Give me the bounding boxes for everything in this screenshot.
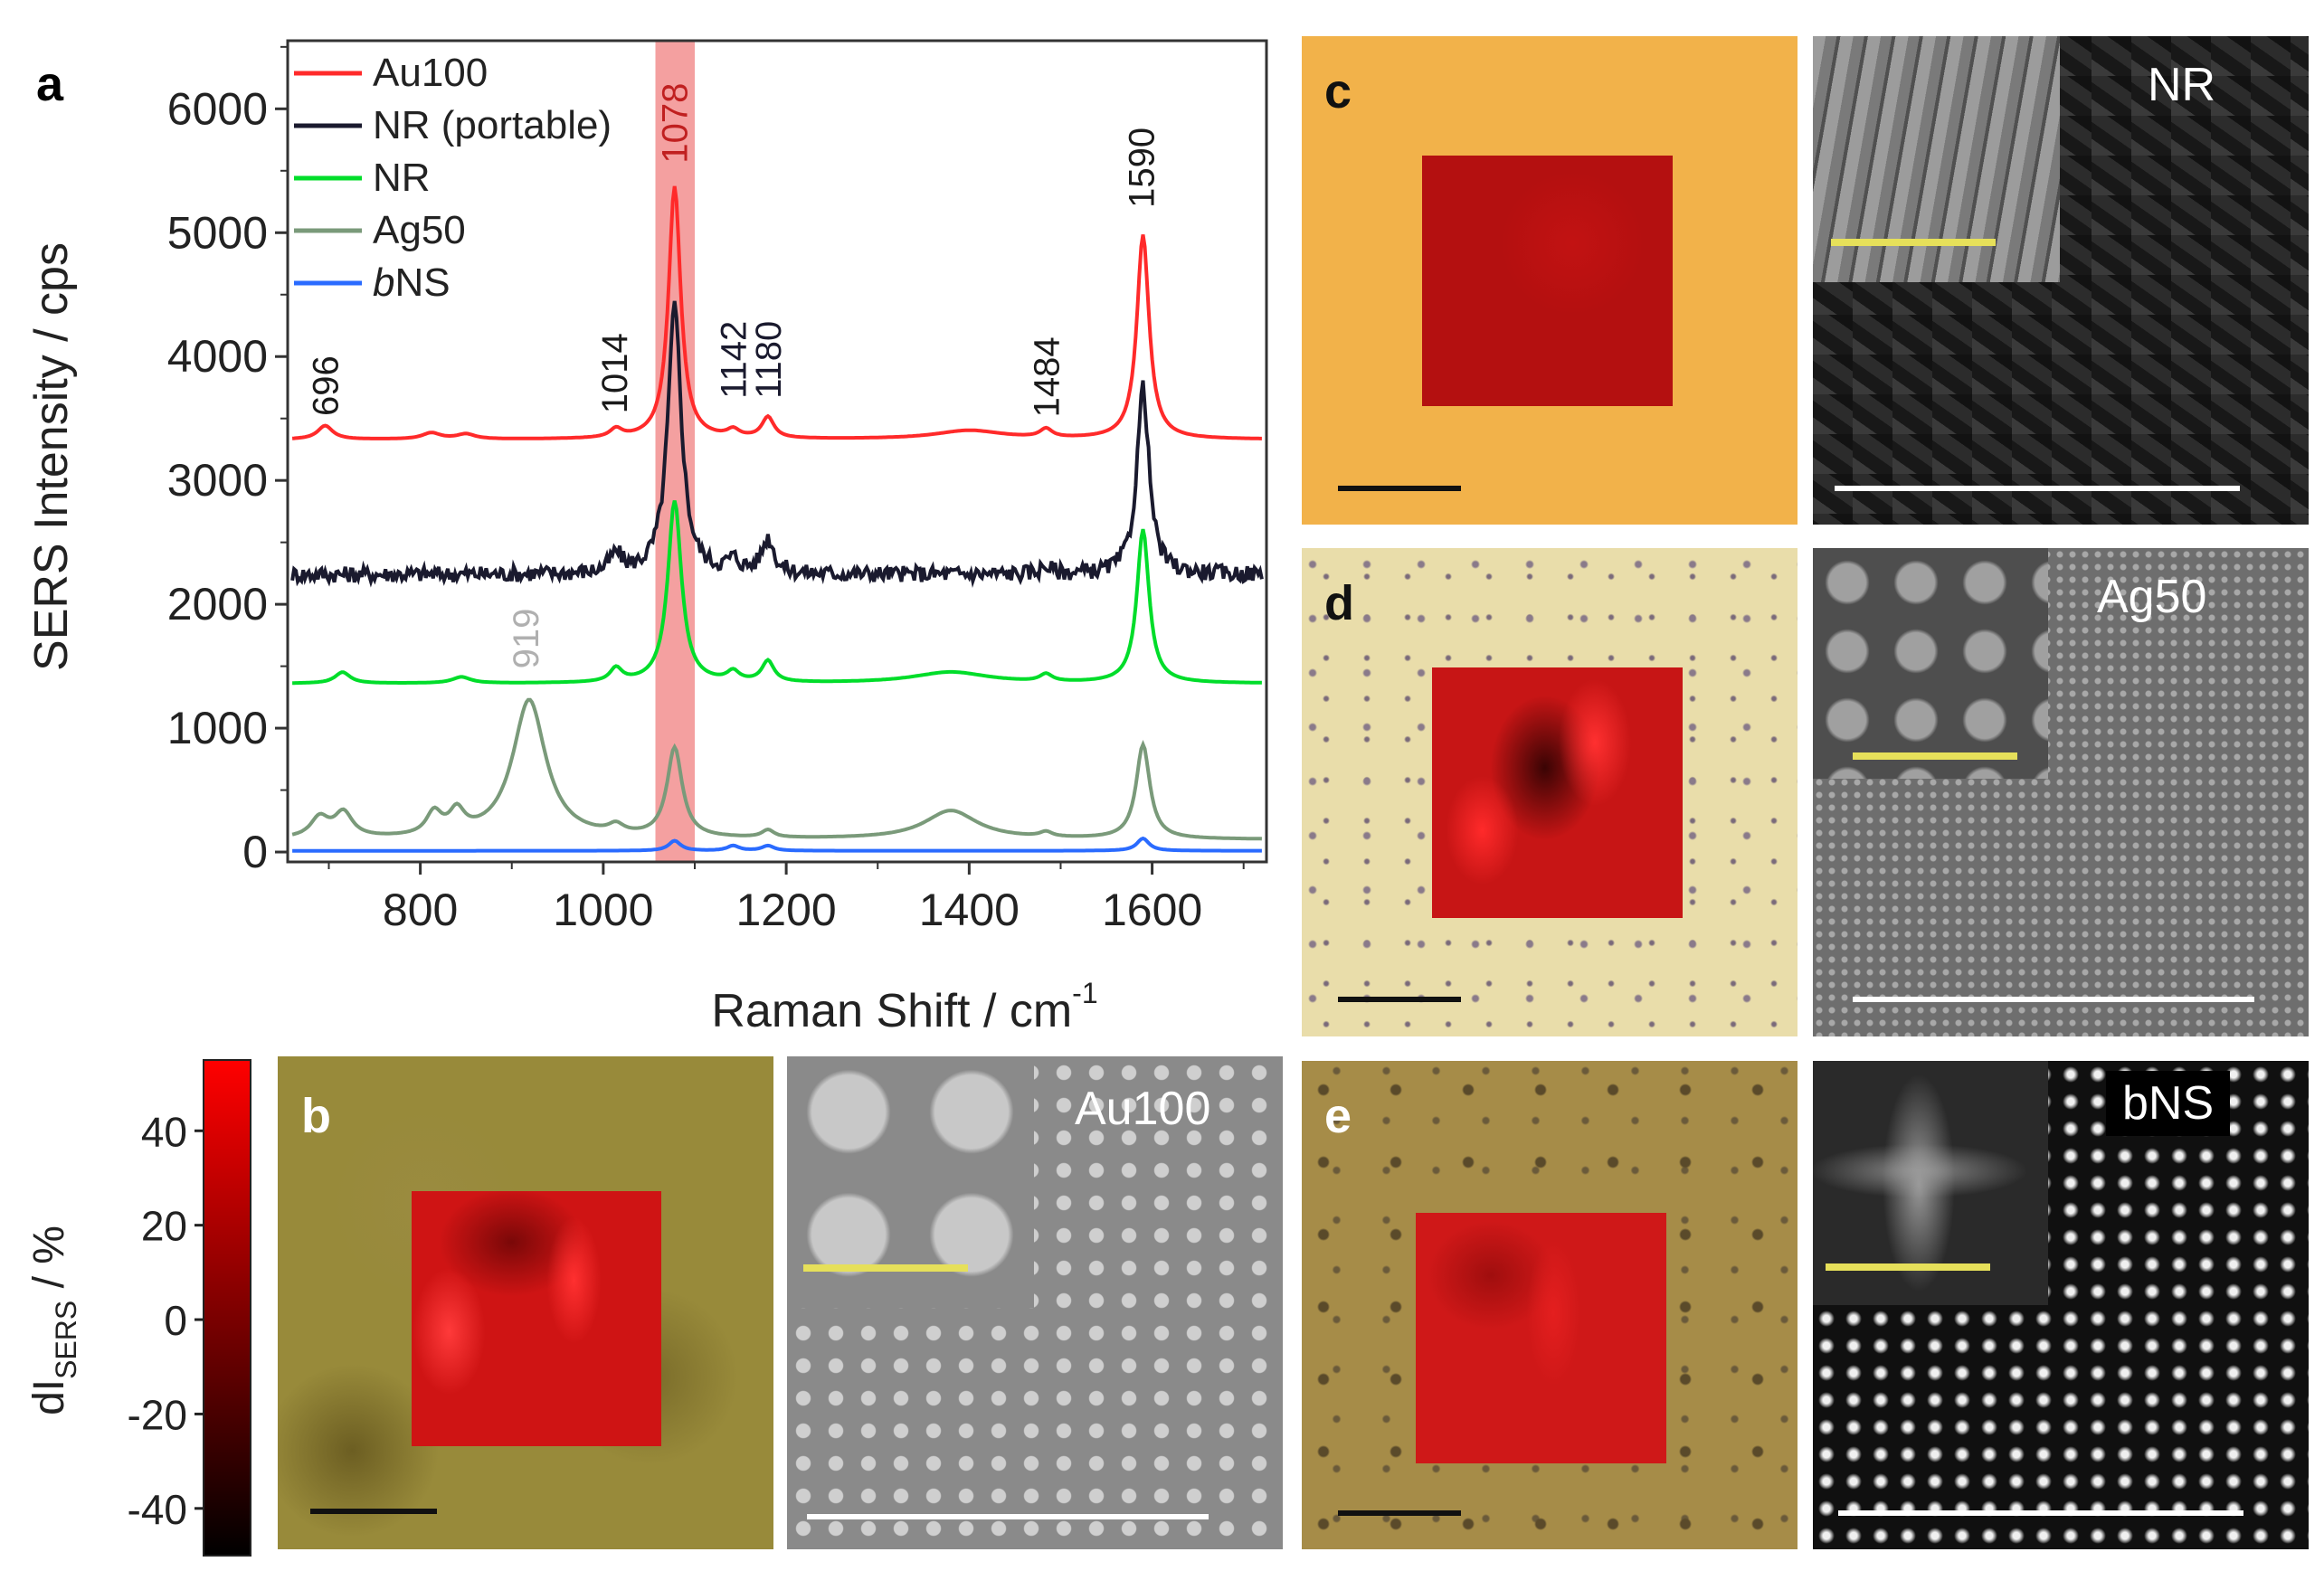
panel-label-e: e: [1324, 1089, 1352, 1143]
x-tick-label: 1200: [735, 885, 836, 935]
sers-map-e: [1416, 1213, 1666, 1463]
inset-scale-bar-ag50: [1853, 752, 2017, 760]
series-line-1: [290, 300, 1264, 588]
panel-label-d: d: [1324, 576, 1354, 630]
scale-bar-nr: [1835, 486, 2240, 491]
peak-annotation: 1484: [1027, 336, 1067, 417]
panel-label-c: c: [1324, 64, 1352, 118]
scale-bar-ag50: [1853, 997, 2254, 1002]
sem-inset-ag50: [1813, 548, 2048, 779]
series-line-4: [292, 836, 1262, 853]
colorbar-gradient: [203, 1059, 251, 1557]
y-tick-label: 4000: [167, 331, 268, 382]
series-line-0: [292, 185, 1262, 440]
x-tick-label: 1000: [553, 885, 653, 935]
sem-image-nr: [1813, 36, 2309, 525]
scale-bar-c: [1338, 486, 1461, 491]
raman-spectrum-chart: 800 1000 1200 1400 1600 0 1000 2000 3000 4000 5000…: [25, 39, 1268, 1037]
peak-annotation: 1180: [749, 321, 789, 399]
optical-image-e: [1302, 1061, 1798, 1549]
legend-label-2: NR: [373, 156, 431, 200]
optical-image-b: [278, 1056, 773, 1549]
scale-bar-bns: [1838, 1510, 2243, 1516]
y-axis-label: SERS Intensity / cps: [25, 242, 78, 671]
highlight-band: [655, 41, 695, 862]
y-tick-label: 5000: [167, 207, 268, 258]
legend-label-1: NR (portable): [373, 103, 612, 147]
x-tick-label: 800: [383, 885, 458, 935]
scale-bar-d: [1338, 997, 1461, 1002]
colorbar-label: dISERS / %: [25, 1226, 82, 1415]
inset-scale-bar-nr: [1831, 239, 1996, 246]
legend-label-3: Ag50: [373, 208, 466, 252]
peak-annotation: 1142: [714, 321, 754, 399]
peak-annotation: 1014: [595, 333, 635, 413]
series-line-2: [292, 500, 1262, 686]
colorbar-tick-label: 20: [141, 1203, 187, 1250]
x-axis-label: Raman Shift / cm-1: [711, 977, 1097, 1037]
scale-bar-b: [310, 1509, 437, 1514]
sem-label-au100: Au100: [1075, 1083, 1211, 1135]
colorbar-tick-label: 0: [164, 1297, 187, 1344]
plot-frame: [286, 39, 1268, 864]
sers-map-d: [1432, 667, 1683, 918]
scale-bar-e: [1338, 1510, 1461, 1516]
colorbar-tick-label: 40: [141, 1108, 187, 1155]
y-tick-label: 6000: [167, 83, 268, 134]
optical-image-c: [1302, 36, 1798, 525]
x-tick-label: 1600: [1102, 885, 1202, 935]
legend-label-0: Au100: [373, 51, 488, 95]
scale-bar-au100: [807, 1514, 1209, 1519]
sem-image-bns: [1813, 1061, 2309, 1549]
y-tick-label: 2000: [167, 579, 268, 629]
panel-label-b: b: [301, 1089, 331, 1143]
y-tick-label: 3000: [167, 455, 268, 506]
inset-scale-bar-au100: [803, 1264, 968, 1272]
peak-annotation: 1078: [656, 83, 696, 164]
peak-annotation: 919: [507, 609, 546, 669]
optical-image-d: [1302, 548, 1798, 1036]
series-line-3: [291, 697, 1262, 841]
peak-annotation: 696: [306, 355, 346, 416]
y-tick-label: 1000: [167, 703, 268, 753]
sers-map-b: [412, 1191, 661, 1446]
sers-map-c: [1422, 156, 1673, 406]
colorbar: 40 20 0 -20 -40 dISERS / %: [25, 1059, 251, 1557]
x-tick-label: 1400: [919, 885, 1020, 935]
panel-label-a: a: [36, 57, 64, 111]
y-tick-label: 0: [242, 827, 268, 877]
sem-label-bns: bNS: [2106, 1071, 2231, 1136]
legend-label-4: bNS: [373, 260, 451, 305]
inset-scale-bar-bns: [1826, 1263, 1990, 1271]
sem-image-ag50: [1813, 548, 2309, 1036]
sem-image-au100: [787, 1056, 1283, 1549]
colorbar-tick-label: -40: [128, 1486, 187, 1533]
colorbar-tick-label: -20: [128, 1391, 187, 1438]
sem-label-ag50: Ag50: [2097, 571, 2207, 623]
peak-annotation: 1590: [1122, 128, 1162, 208]
sem-label-nr: NR: [2148, 59, 2216, 111]
